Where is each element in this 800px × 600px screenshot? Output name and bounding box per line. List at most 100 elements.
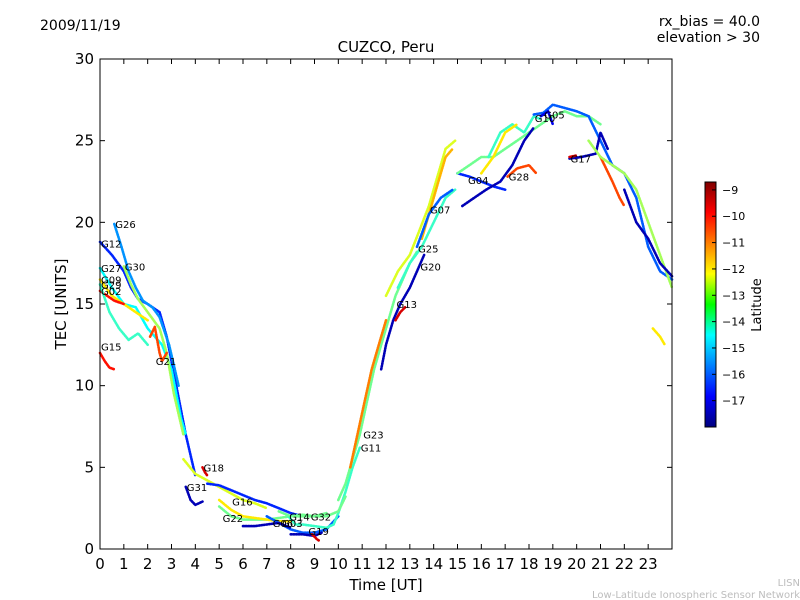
series-line-g10y — [479, 123, 519, 175]
series-line-g27 — [98, 266, 188, 437]
y-tick-label: 30 — [75, 50, 94, 68]
satellite-label-g04: G04 — [468, 176, 488, 187]
x-tick-label: 15 — [448, 555, 467, 573]
satellite-label-g30: G30 — [125, 262, 145, 273]
x-tick-label: 13 — [400, 555, 419, 573]
colorbar-tick-label: −16 — [722, 368, 745, 381]
series-line-g14g — [277, 495, 347, 518]
series-line-g30 — [122, 265, 185, 437]
satellite-label-g11: G11 — [361, 444, 381, 455]
series-line-g31 — [184, 485, 204, 507]
x-tick-label: 2 — [143, 555, 153, 573]
y-tick-label: 10 — [75, 377, 94, 395]
x-tick-label: 0 — [95, 555, 105, 573]
satellite-label-g14: G14 — [289, 512, 309, 523]
colorbar-tick-label: −14 — [722, 316, 745, 329]
satellite-label-g15: G15 — [101, 343, 121, 354]
colorbar-gradient — [704, 181, 717, 428]
series-line-g17o — [599, 155, 626, 208]
series-line-g22y — [217, 498, 293, 523]
series-line-g26 — [113, 222, 180, 388]
satellite-label-g26: G26 — [115, 220, 135, 231]
series-line-g16 — [206, 482, 304, 518]
satellite-label-g28: G28 — [509, 173, 529, 184]
series-line-g11 — [336, 250, 419, 502]
series-line-g17r — [568, 154, 579, 159]
colorbar-tick-label: −13 — [722, 289, 745, 302]
colorbar-tick-label: −12 — [722, 263, 745, 276]
y-tick-label: 5 — [84, 458, 94, 476]
satellite-label-g05: G05 — [544, 111, 564, 122]
colorbar-tick-label: −15 — [722, 342, 745, 355]
satellite-label-g21: G21 — [156, 357, 176, 368]
series-line-g32 — [286, 446, 362, 530]
chart-title: CUZCO, Peru — [338, 38, 435, 56]
satellite-label-g02: G02 — [101, 287, 121, 298]
rx-bias-label: rx_bias = 40.0 — [658, 14, 760, 30]
satellite-label-g17: G17 — [571, 155, 591, 166]
series-line-g23 — [348, 318, 388, 469]
x-tick-label: 6 — [238, 555, 248, 573]
series-line-g03 — [241, 521, 293, 530]
date-label: 2009/11/19 — [40, 18, 121, 34]
x-tick-label: 9 — [310, 555, 320, 573]
x-tick-label: 12 — [376, 555, 395, 573]
footer-network: Low-Latitude Ionospheric Sensor Network — [592, 590, 800, 600]
x-tick-label: 4 — [191, 555, 201, 573]
series-line-g17 — [568, 131, 610, 160]
x-tick-label: 22 — [615, 555, 634, 573]
x-tick-label: 11 — [353, 555, 372, 573]
x-axis-label: Time [UT] — [348, 576, 422, 594]
satellite-label-g27: G27 — [101, 264, 121, 275]
satellite-label-g10: G10 — [535, 114, 555, 125]
satellite-label-g03: G03 — [282, 519, 302, 530]
satellite-label-g13: G13 — [397, 300, 417, 311]
colorbar-tick-label: −11 — [722, 237, 745, 250]
y-axis-label: TEC [UNITS] — [52, 259, 70, 351]
satellite-label-g18: G18 — [204, 463, 224, 474]
y-tick-label: 25 — [75, 132, 94, 150]
x-tick-label: 14 — [424, 555, 443, 573]
x-tick-label: 17 — [496, 555, 515, 573]
satellite-label-g19: G19 — [308, 527, 328, 538]
x-tick-label: 23 — [639, 555, 658, 573]
x-tick-label: 20 — [567, 555, 586, 573]
x-tick-label: 1 — [119, 555, 129, 573]
satellite-label-g16: G16 — [232, 498, 252, 509]
x-tick-label: 18 — [519, 555, 538, 573]
y-tick-label: 15 — [75, 295, 94, 313]
satellite-label-g31: G31 — [187, 483, 207, 494]
x-tick-label: 7 — [262, 555, 272, 573]
series-line-g25 — [384, 139, 457, 298]
x-tick-label: 21 — [591, 555, 610, 573]
series-line-g28o — [506, 163, 538, 178]
satellite-label-g23: G23 — [363, 431, 383, 442]
series-line-g29 — [98, 283, 149, 347]
x-tick-label: 8 — [286, 555, 296, 573]
series-line-g19 — [289, 531, 323, 538]
colorbar: −9 −10 −11 −12 −13 −14 −15 −16 −17 — [704, 181, 745, 428]
colorbar-tick-label: −17 — [722, 395, 745, 408]
series-line-g04 — [456, 172, 507, 191]
series-line-g07b — [415, 188, 455, 249]
colorbar-label: Latitude — [750, 278, 765, 332]
satellite-label-g06: G06 — [273, 519, 293, 530]
series-line-g10 — [487, 114, 543, 159]
series-line-g24y — [651, 327, 667, 347]
satellite-label-g12: G12 — [101, 240, 121, 251]
colorbar-tick-label: −10 — [722, 210, 745, 223]
series-line-g05b — [539, 110, 555, 126]
plot-frame — [99, 58, 673, 550]
y-tick-label: 0 — [84, 540, 94, 558]
x-tick-label: 19 — [543, 555, 562, 573]
series-line-g13 — [379, 253, 426, 371]
satellite-label-g07: G07 — [430, 205, 450, 216]
series-line-g24 — [587, 139, 674, 290]
x-tick-label: 5 — [214, 555, 224, 573]
y-tick-label: 20 — [75, 213, 94, 231]
colorbar-tick-label: −9 — [722, 184, 738, 197]
series-line-g19r — [310, 532, 321, 543]
satellite-label-g20: G20 — [420, 262, 440, 273]
y-axis: 0 5 10 15 20 25 30 — [75, 50, 672, 558]
